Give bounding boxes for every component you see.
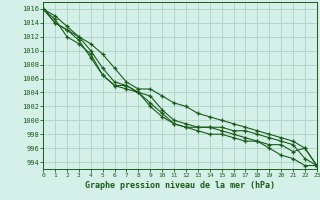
X-axis label: Graphe pression niveau de la mer (hPa): Graphe pression niveau de la mer (hPa) xyxy=(85,181,275,190)
